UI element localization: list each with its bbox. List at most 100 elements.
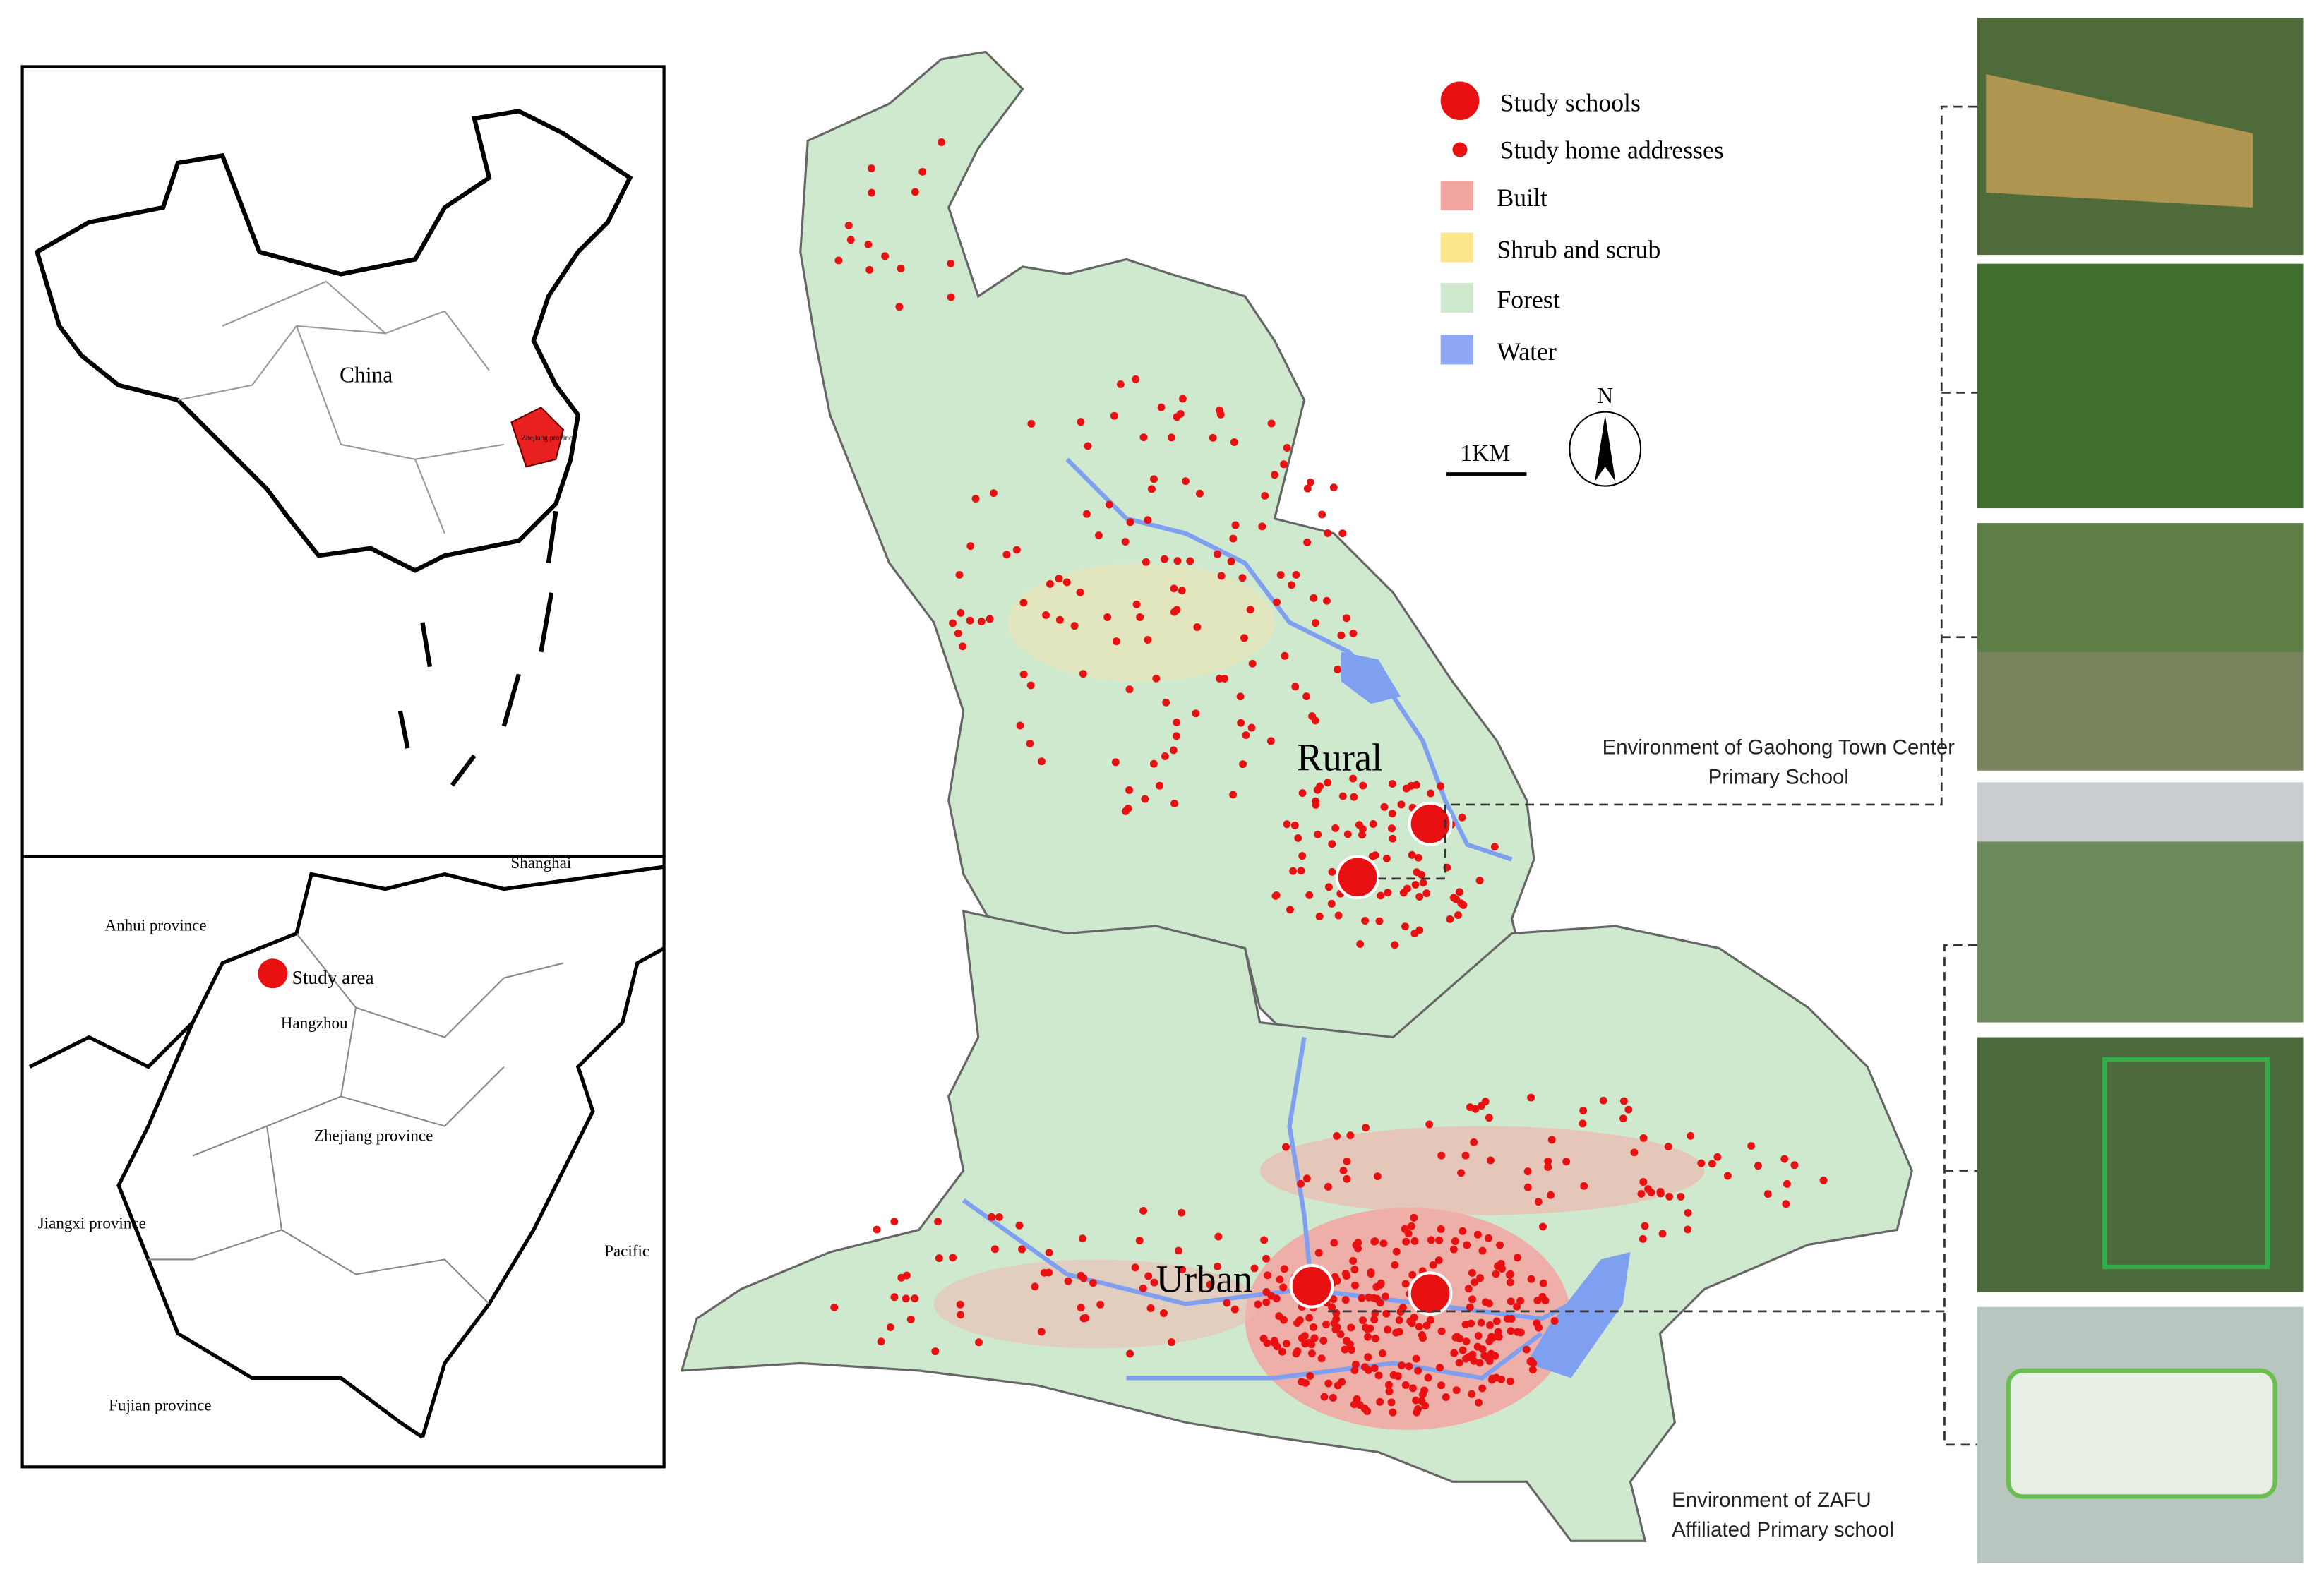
home-dot	[1533, 1297, 1542, 1305]
home-dot	[1398, 1304, 1407, 1312]
home-dot	[1459, 1346, 1467, 1354]
photo	[1977, 263, 2304, 509]
home-dot	[1451, 1237, 1459, 1245]
home-dot	[1307, 1340, 1316, 1349]
home-dot	[1376, 1397, 1384, 1406]
legend-symbol	[1452, 142, 1468, 157]
home-dot	[1466, 1103, 1474, 1112]
home-dot	[1535, 1323, 1543, 1332]
home-dot	[1506, 1377, 1514, 1385]
home-dot	[1528, 1366, 1537, 1374]
home-dot	[1346, 1131, 1355, 1140]
home-dot	[1231, 521, 1240, 529]
home-dot	[1260, 1236, 1269, 1244]
home-dot	[1373, 1172, 1382, 1181]
home-dot	[1318, 510, 1326, 519]
home-dot	[1012, 546, 1021, 554]
home-dot	[1173, 606, 1181, 614]
home-dot	[1016, 721, 1024, 730]
home-dot	[1527, 1357, 1535, 1365]
home-dot	[1289, 867, 1298, 875]
home-dot	[1112, 637, 1120, 646]
legend-symbol	[1440, 232, 1473, 263]
home-dot	[1415, 926, 1424, 934]
home-dot	[1312, 797, 1320, 805]
home-dot	[1267, 419, 1276, 428]
home-dot	[1481, 1298, 1490, 1306]
home-dot	[1402, 784, 1410, 793]
home-dot	[1665, 1192, 1674, 1201]
leader-lines	[1326, 105, 1977, 1446]
home-dot	[1015, 1221, 1024, 1230]
home-dot	[1301, 1378, 1310, 1387]
caption-box: Environment of Gaohong Town Center Prima…	[1603, 735, 1955, 788]
home-dot	[1619, 1114, 1627, 1123]
home-dot	[1457, 1169, 1466, 1177]
home-dot	[1331, 1325, 1340, 1333]
home-dot	[1361, 917, 1370, 925]
home-dot	[1055, 575, 1063, 583]
home-dot	[1790, 1161, 1799, 1170]
home-dot	[1144, 1272, 1153, 1280]
home-dot	[957, 1311, 965, 1319]
home-dot	[1477, 1318, 1485, 1327]
home-dot	[1317, 1354, 1326, 1363]
home-dot	[1156, 781, 1164, 790]
home-dot	[1342, 1337, 1350, 1345]
home-dot	[1307, 1349, 1316, 1358]
home-dot	[1377, 891, 1385, 900]
home-dot	[1144, 636, 1152, 644]
home-dot	[957, 608, 965, 617]
photo-caption: Environment of ZAFU Affiliated Primary s…	[1672, 1487, 1894, 1541]
home-dot	[1624, 1105, 1633, 1114]
home-dot	[1131, 1263, 1139, 1272]
home-dot	[1019, 599, 1028, 607]
home-dot	[1379, 1239, 1388, 1248]
home-dot	[975, 1338, 983, 1347]
home-dot	[1214, 1232, 1223, 1241]
home-dot	[955, 570, 964, 579]
home-dot	[1496, 1241, 1504, 1249]
lake	[1526, 1251, 1631, 1378]
home-dot	[1121, 807, 1130, 815]
home-dot	[1217, 572, 1226, 580]
home-dot	[1227, 558, 1235, 565]
home-dot	[1437, 1327, 1446, 1335]
home-dot	[1494, 1328, 1502, 1336]
home-dot	[1782, 1200, 1790, 1208]
home-dot	[1487, 1333, 1496, 1341]
home-dot	[1363, 1407, 1372, 1415]
home-dot	[1262, 1288, 1271, 1296]
home-dot	[1461, 1151, 1470, 1160]
home-dot	[1359, 1316, 1367, 1325]
home-dot	[1639, 1234, 1647, 1243]
home-dot	[1478, 1345, 1487, 1354]
home-dot	[865, 265, 874, 274]
home-dot	[846, 236, 855, 244]
home-dot	[1132, 375, 1140, 383]
home-dot	[895, 303, 904, 311]
home-dot	[1336, 1330, 1345, 1338]
north-label: N	[1597, 383, 1613, 408]
home-dot	[1046, 579, 1054, 588]
home-dot	[1125, 786, 1134, 794]
home-dot	[1278, 1347, 1286, 1356]
home-dot	[1229, 534, 1238, 543]
legend-symbol	[1437, 78, 1483, 124]
home-dot	[1315, 913, 1324, 920]
home-dot	[1486, 1321, 1494, 1330]
home-dot	[1139, 433, 1148, 442]
home-dot	[1324, 1379, 1333, 1388]
home-dot	[1523, 1183, 1532, 1191]
home-dot	[1361, 1363, 1369, 1371]
home-dot	[1687, 1131, 1695, 1140]
home-dot	[1347, 1346, 1355, 1354]
home-dot	[1161, 555, 1168, 563]
home-dot	[1240, 634, 1248, 642]
home-dot	[1539, 1222, 1547, 1231]
home-dot	[1402, 1237, 1410, 1246]
home-dot	[1077, 1304, 1085, 1312]
photo-detail	[2102, 1057, 2270, 1270]
home-dot	[1374, 1371, 1383, 1380]
